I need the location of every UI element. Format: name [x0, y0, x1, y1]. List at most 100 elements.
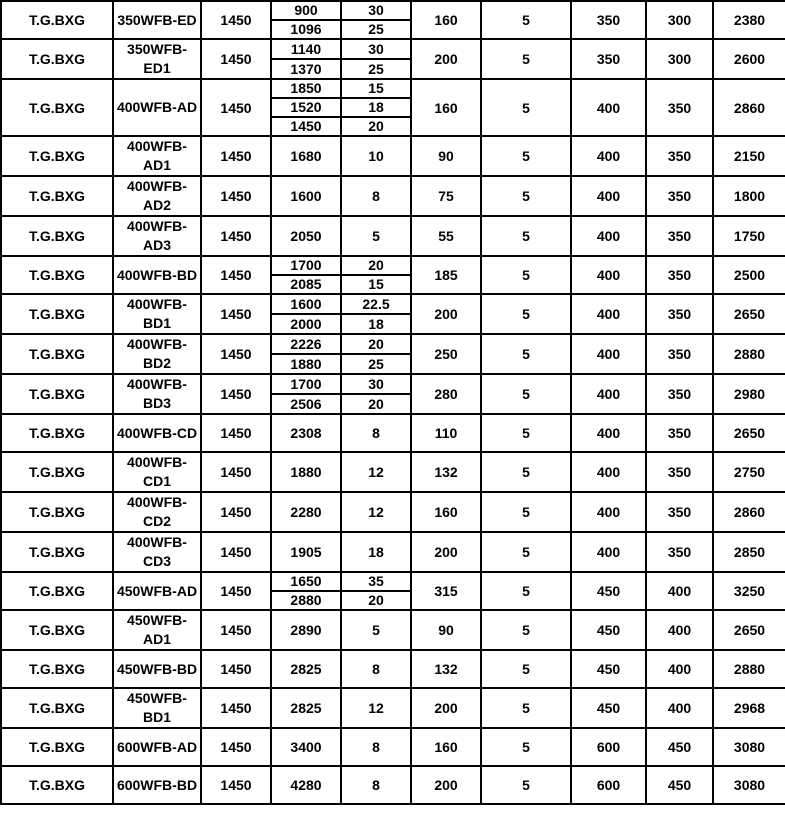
value-cell: 400 — [570, 531, 647, 573]
value-cell: 400 — [570, 215, 647, 257]
value-cell: 2880 — [712, 649, 785, 689]
brand-cell: T.G.BXG — [0, 293, 114, 335]
value-cell: 2860 — [712, 78, 785, 137]
brand-cell: T.G.BXG — [0, 0, 114, 40]
model-cell: 400WFB-CD1 — [112, 451, 202, 493]
value-cell: 2750 — [712, 451, 785, 493]
model-cell: 400WFB-CD — [112, 413, 202, 453]
power-cell: 250 — [410, 333, 482, 375]
power-cell: 200 — [410, 765, 482, 805]
head-cell: 22.5 — [340, 293, 412, 315]
value-cell: 400 — [570, 135, 647, 177]
table-row: T.G.BXG 400WFB-CD 1450 2308 8 110 5 400 350 2650 — [0, 413, 785, 453]
speed-cell: 1450 — [200, 215, 272, 257]
table-row: 2880 20 — [1, 590, 785, 611]
power-cell: 185 — [410, 255, 482, 295]
value-cell: 350 — [645, 293, 714, 335]
table-row: 1880 25 — [1, 353, 785, 375]
model-cell: 350WFB-ED1 — [112, 38, 202, 80]
value-cell: 450 — [645, 727, 714, 767]
speed-cell: 1450 — [200, 373, 272, 415]
model-cell: 600WFB-BD — [112, 765, 202, 805]
speed-cell: 1450 — [200, 333, 272, 375]
power-cell: 90 — [410, 609, 482, 651]
brand-cell: T.G.BXG — [0, 78, 114, 137]
flow-cell: 900 — [270, 0, 342, 21]
value-cell: 400 — [645, 609, 714, 651]
flow-cell: 1880 — [270, 451, 342, 493]
table-body: T.G.BXG 350WFB-ED 1450 900 30 160 5 350 300 2380 1… — [0, 0, 785, 805]
brand-cell: T.G.BXG — [0, 687, 114, 729]
flow-cell: 2825 — [270, 687, 342, 729]
value-cell: 350 — [645, 135, 714, 177]
head-cell: 15 — [340, 78, 412, 99]
flow-cell: 2226 — [270, 333, 342, 355]
value-cell: 2500 — [712, 255, 785, 295]
value-cell: 2150 — [712, 135, 785, 177]
flow-cell: 1370 — [270, 58, 342, 80]
flow-cell: 1680 — [270, 135, 342, 177]
value-cell: 2380 — [712, 0, 785, 40]
model-cell: 400WFB-AD3 — [112, 215, 202, 257]
table-row: T.G.BXG 400WFB-CD2 1450 2280 12 160 5 400 350 286… — [0, 491, 785, 533]
value-cell: 350 — [645, 413, 714, 453]
head-cell: 35 — [340, 571, 412, 592]
brand-cell: T.G.BXG — [0, 175, 114, 217]
speed-cell: 1450 — [200, 451, 272, 493]
value-cell: 350 — [645, 451, 714, 493]
model-cell: 350WFB-ED — [112, 0, 202, 40]
value-cell: 450 — [570, 571, 647, 611]
head-cell: 18 — [340, 97, 412, 118]
value-cell: 5 — [480, 175, 572, 217]
brand-cell: T.G.BXG — [0, 727, 114, 767]
flow-cell: 1096 — [270, 19, 342, 40]
value-cell: 5 — [480, 333, 572, 375]
power-cell: 200 — [410, 687, 482, 729]
value-cell: 3080 — [712, 727, 785, 767]
model-cell: 400WFB-CD3 — [112, 531, 202, 573]
model-cell: 600WFB-AD — [112, 727, 202, 767]
value-cell: 1750 — [712, 215, 785, 257]
speed-cell: 1450 — [200, 491, 272, 533]
speed-cell: 1450 — [200, 38, 272, 80]
value-cell: 3080 — [712, 765, 785, 805]
value-cell: 5 — [480, 687, 572, 729]
head-cell: 8 — [340, 727, 412, 767]
flow-cell: 1650 — [270, 571, 342, 592]
head-cell: 8 — [340, 649, 412, 689]
table-row: T.G.BXG 400WFB-BD 1450 1700 20 185 5 400 350 2500 — [0, 255, 785, 295]
value-cell: 5 — [480, 255, 572, 295]
speed-cell: 1450 — [200, 175, 272, 217]
value-cell: 2980 — [712, 373, 785, 415]
value-cell: 2650 — [712, 413, 785, 453]
flow-cell: 2000 — [270, 313, 342, 335]
table-row: T.G.BXG 350WFB-ED 1450 900 30 160 5 350 300 2380 — [0, 0, 785, 40]
value-cell: 400 — [570, 333, 647, 375]
value-cell: 400 — [570, 78, 647, 137]
value-cell: 2850 — [712, 531, 785, 573]
brand-cell: T.G.BXG — [0, 255, 114, 295]
value-cell: 400 — [645, 571, 714, 611]
value-cell: 350 — [645, 373, 714, 415]
power-cell: 200 — [410, 531, 482, 573]
model-cell: 400WFB-BD2 — [112, 333, 202, 375]
table-row: T.G.BXG 400WFB-BD2 1450 2226 20 250 5 400 350 288… — [0, 333, 785, 375]
value-cell: 600 — [570, 727, 647, 767]
brand-cell: T.G.BXG — [0, 531, 114, 573]
table-row: 1450 20 — [1, 116, 785, 137]
value-cell: 2650 — [712, 293, 785, 335]
flow-cell: 1880 — [270, 353, 342, 375]
table-row: T.G.BXG 400WFB-CD1 1450 1880 12 132 5 400 350 275… — [0, 451, 785, 493]
model-cell: 450WFB-AD1 — [112, 609, 202, 651]
head-cell: 20 — [340, 255, 412, 276]
speed-cell: 1450 — [200, 609, 272, 651]
speed-cell: 1450 — [200, 78, 272, 137]
power-cell: 160 — [410, 727, 482, 767]
flow-cell: 1700 — [270, 255, 342, 276]
brand-cell: T.G.BXG — [0, 571, 114, 611]
value-cell: 3250 — [712, 571, 785, 611]
model-cell: 400WFB-AD1 — [112, 135, 202, 177]
flow-cell: 1600 — [270, 175, 342, 217]
head-cell: 30 — [340, 38, 412, 60]
speed-cell: 1450 — [200, 765, 272, 805]
